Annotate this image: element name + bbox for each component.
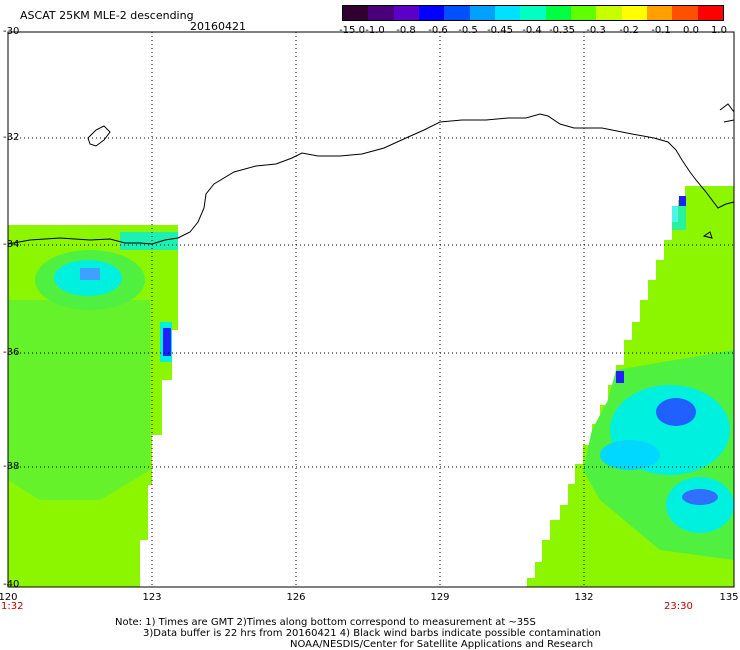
note-line-3: NOAA/NESDIS/Center for Satellite Applica… — [290, 639, 594, 650]
latitude-label: -32 — [3, 132, 20, 143]
colorbar-swatch — [393, 6, 419, 20]
colorbar-swatch — [672, 6, 698, 20]
latitude-label: -38 — [3, 461, 20, 472]
colorbar-label: -1.0 — [365, 25, 385, 36]
latitude-label: -30 — [3, 26, 20, 37]
coastline-east-2 — [723, 119, 735, 123]
colorbar-swatch — [368, 6, 394, 20]
colorbar-swatch — [418, 6, 445, 20]
note-line-1: Note: 1) Times are GMT 2)Times along bot… — [115, 617, 536, 628]
colorbar-swatch — [444, 6, 470, 20]
wind-swaths — [8, 186, 734, 587]
colorbar-label: -0.3 — [586, 25, 606, 36]
note-line-2: 3)Data buffer is 22 hrs from 20160421 4)… — [143, 628, 601, 639]
island-outline — [87, 125, 111, 147]
left-swath-core — [80, 268, 100, 280]
colorbar-label: -0.8 — [396, 25, 416, 36]
coastline-east — [719, 103, 735, 113]
graticule — [8, 32, 734, 587]
colorbar-label: -0.6 — [428, 25, 448, 36]
longitude-label: 120 — [0, 592, 18, 603]
colorbar-label: 0.0 — [683, 25, 699, 36]
left-swath-edge-blue — [163, 328, 171, 356]
colorbar-label: -0.4 — [522, 25, 542, 36]
colorbar-swatch — [469, 6, 495, 20]
latitude-label: -36 — [3, 347, 20, 358]
colorbar-label: 1.0 — [711, 25, 727, 36]
colorbar-swatch — [621, 6, 647, 20]
coastline-main — [7, 113, 735, 245]
colorbar-label: -0.45 — [487, 25, 513, 36]
right-swath-edge-blue — [616, 371, 624, 383]
map-frame — [7, 31, 735, 588]
colorbar — [342, 5, 724, 21]
longitude-label: 135 — [719, 592, 739, 603]
colorbar-label: -0.5 — [458, 25, 478, 36]
left-swath-mid — [8, 300, 150, 500]
colorbar-swatch — [596, 6, 622, 20]
colorbar-swatch — [697, 6, 723, 20]
longitude-label: 123 — [142, 592, 162, 603]
colorbar-swatch — [545, 6, 571, 20]
map-date: 20160421 — [190, 20, 246, 33]
longitude-label: 132 — [574, 592, 594, 603]
colorbar-swatch — [646, 6, 673, 20]
right-swath-top-blue — [679, 196, 686, 206]
longitude-label: 129 — [430, 592, 450, 603]
colorbar-label: -0.1 — [651, 25, 671, 36]
colorbar-swatch — [520, 6, 546, 20]
right-swath-blue-2 — [682, 489, 718, 505]
left-swath-coast-cyan — [120, 232, 178, 250]
colorbar-swatch — [343, 6, 369, 20]
time-right: 23:30 — [664, 601, 693, 612]
island-small — [702, 231, 713, 239]
colorbar-swatch — [570, 6, 597, 20]
longitude-label: 126 — [286, 592, 306, 603]
latitude-label: -34 — [3, 239, 20, 250]
right-swath-top-cyan — [672, 206, 686, 230]
time-left: 1:32 — [1, 601, 24, 612]
coastline — [7, 103, 735, 245]
map-title: ASCAT 25KM MLE-2 descending — [20, 9, 194, 22]
colorbar-swatch — [494, 6, 521, 20]
right-swath-cyan-3 — [600, 440, 660, 470]
colorbar-label: -15.0 — [339, 25, 365, 36]
colorbar-label: -0.35 — [549, 25, 575, 36]
colorbar-label: -0.2 — [619, 25, 639, 36]
latitude-label: -40 — [3, 579, 20, 590]
right-swath-blue-1 — [656, 398, 696, 426]
